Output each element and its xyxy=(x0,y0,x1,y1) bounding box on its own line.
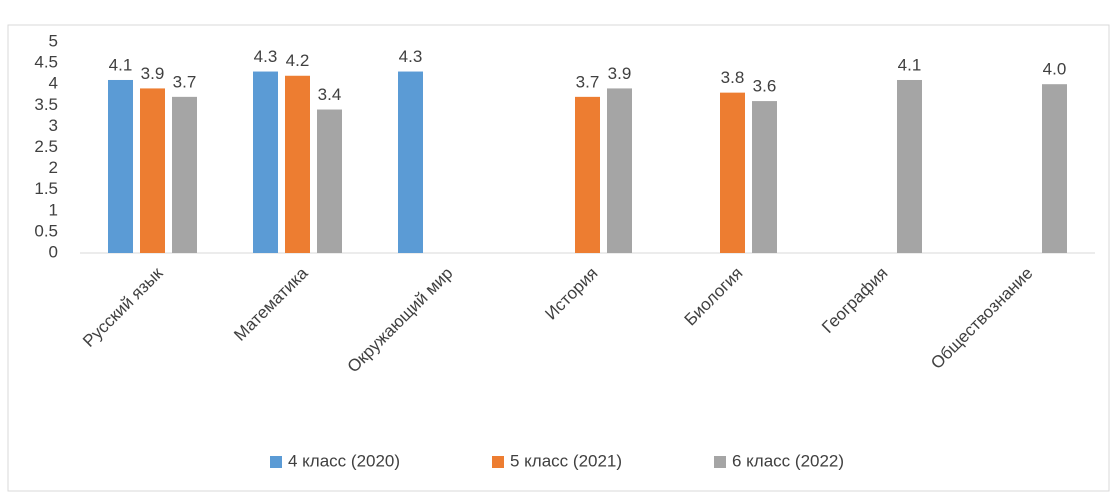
data-label: 4.3 xyxy=(399,47,423,66)
data-label: 3.9 xyxy=(608,64,632,83)
bar xyxy=(752,101,777,253)
data-label: 4.3 xyxy=(254,47,278,66)
legend-label: 4 класс (2020) xyxy=(288,451,400,470)
bar xyxy=(575,96,600,253)
bar xyxy=(398,71,423,253)
bar xyxy=(607,88,632,253)
data-label: 3.6 xyxy=(753,77,777,96)
data-label: 3.7 xyxy=(576,72,600,91)
y-tick-label: 1.5 xyxy=(34,179,58,198)
bar xyxy=(172,96,197,253)
legend-label: 6 класс (2022) xyxy=(732,451,844,470)
y-tick-label: 2.5 xyxy=(34,137,58,156)
y-tick-label: 4 xyxy=(49,74,58,93)
y-tick-label: 1 xyxy=(49,200,58,219)
y-tick-label: 3.5 xyxy=(34,95,58,114)
data-label: 3.9 xyxy=(141,64,165,83)
bar xyxy=(720,92,745,253)
y-tick-label: 3 xyxy=(49,116,58,135)
data-label: 4.1 xyxy=(109,55,133,74)
y-tick-label: 4.5 xyxy=(34,53,58,72)
legend-swatch xyxy=(270,456,282,468)
y-tick-label: 0 xyxy=(49,242,58,261)
data-label: 3.7 xyxy=(173,72,197,91)
data-label: 3.8 xyxy=(721,68,745,87)
legend-swatch xyxy=(492,456,504,468)
y-tick-label: 0.5 xyxy=(34,221,58,240)
bar xyxy=(1042,84,1067,253)
data-label: 4.0 xyxy=(1043,60,1067,79)
y-tick-label: 5 xyxy=(49,31,58,50)
bar xyxy=(897,79,922,253)
data-label: 4.1 xyxy=(898,55,922,74)
bar xyxy=(317,109,342,254)
legend-label: 5 класс (2021) xyxy=(510,451,622,470)
data-label: 3.4 xyxy=(318,85,342,104)
bar xyxy=(253,71,278,253)
y-tick-label: 2 xyxy=(49,158,58,177)
chart-frame xyxy=(7,24,1110,492)
bar xyxy=(285,75,310,253)
bar xyxy=(140,88,165,253)
data-label: 4.2 xyxy=(286,51,310,70)
legend-swatch xyxy=(714,456,726,468)
bar xyxy=(108,79,133,253)
